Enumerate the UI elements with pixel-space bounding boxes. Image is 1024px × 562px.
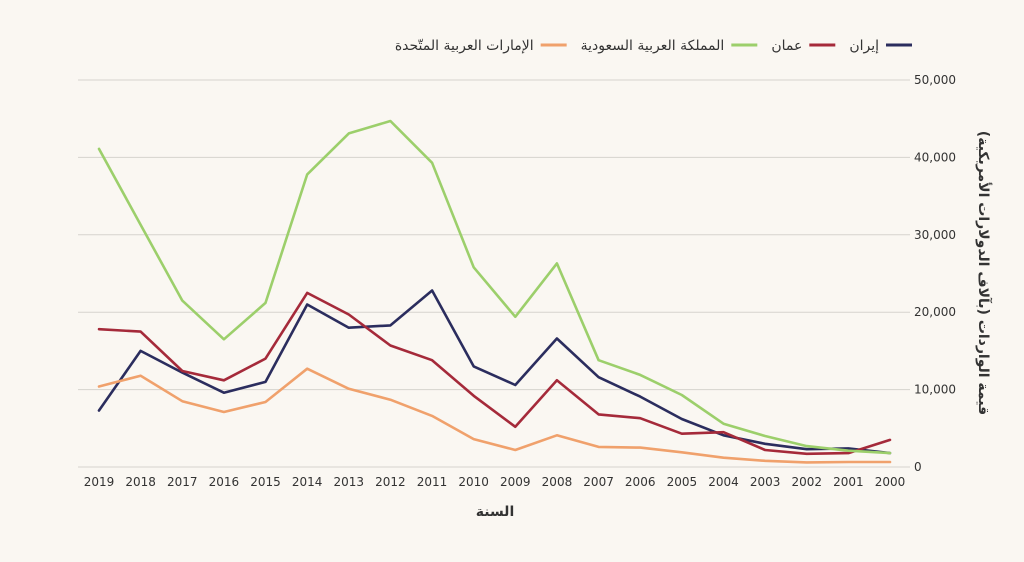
y-axis-ticks: 0 10,000 20,000 30,000 40,000 50,000 (914, 73, 956, 474)
series-line-2 (97, 119, 892, 455)
legend-label-0: إيران (849, 38, 879, 54)
legend-item-0: إيران (849, 38, 912, 54)
x-tick-label-2019: 2019 (84, 475, 115, 489)
x-tick-label-2006: 2006 (625, 475, 656, 489)
y-tick-label-1: 10,000 (914, 383, 956, 397)
x-tick-label-2016: 2016 (209, 475, 240, 489)
y-tick-label-4: 40,000 (914, 150, 956, 164)
y-tick-label-5: 50,000 (914, 73, 956, 87)
grid-lines (78, 79, 910, 468)
legend: إيران عمان المملكة العربية السعودية الإمارا… (395, 38, 912, 54)
x-tick-label-2010: 2010 (458, 475, 489, 489)
series-line-1 (97, 291, 892, 456)
series-lines (97, 119, 892, 464)
y-tick-label-0: 0 (914, 460, 922, 474)
x-tick-label-2001: 2001 (833, 475, 864, 489)
x-tick-label-2012: 2012 (375, 475, 406, 489)
x-tick-label-2003: 2003 (750, 475, 781, 489)
x-tick-label-2002: 2002 (791, 475, 822, 489)
legend-label-2: المملكة العربية السعودية (581, 38, 725, 54)
x-axis-ticks: 2019 2018 2017 2016 2015 2014 2013 2012 2011 2010… (84, 475, 906, 489)
y-tick-label-3: 30,000 (914, 228, 956, 242)
x-tick-label-2017: 2017 (167, 475, 198, 489)
x-tick-label-2004: 2004 (708, 475, 739, 489)
legend-label-1: عمان (771, 38, 802, 54)
x-tick-label-2008: 2008 (542, 475, 573, 489)
legend-item-3: الإمارات العربية المتّحدة (395, 38, 567, 54)
legend-label-3: الإمارات العربية المتّحدة (395, 38, 534, 54)
x-tick-label-2009: 2009 (500, 475, 531, 489)
x-tick-label-2014: 2014 (292, 475, 323, 489)
legend-item-2: المملكة العربية السعودية (581, 38, 758, 54)
x-tick-label-2013: 2013 (334, 475, 365, 489)
series-line-3 (97, 367, 892, 464)
x-tick-label-2007: 2007 (583, 475, 614, 489)
series-line-0 (97, 289, 892, 455)
x-tick-label-2000: 2000 (875, 475, 906, 489)
x-tick-label-2018: 2018 (125, 475, 156, 489)
y-axis-title: قيمة الواردات (بآلاف الدولارات الأمريكية… (975, 131, 993, 415)
x-tick-label-2011: 2011 (417, 475, 448, 489)
x-axis-title: السنة (476, 504, 515, 520)
y-tick-label-2: 20,000 (914, 305, 956, 319)
legend-item-1: عمان (771, 38, 836, 54)
x-tick-label-2005: 2005 (667, 475, 698, 489)
x-tick-label-2015: 2015 (250, 475, 281, 489)
